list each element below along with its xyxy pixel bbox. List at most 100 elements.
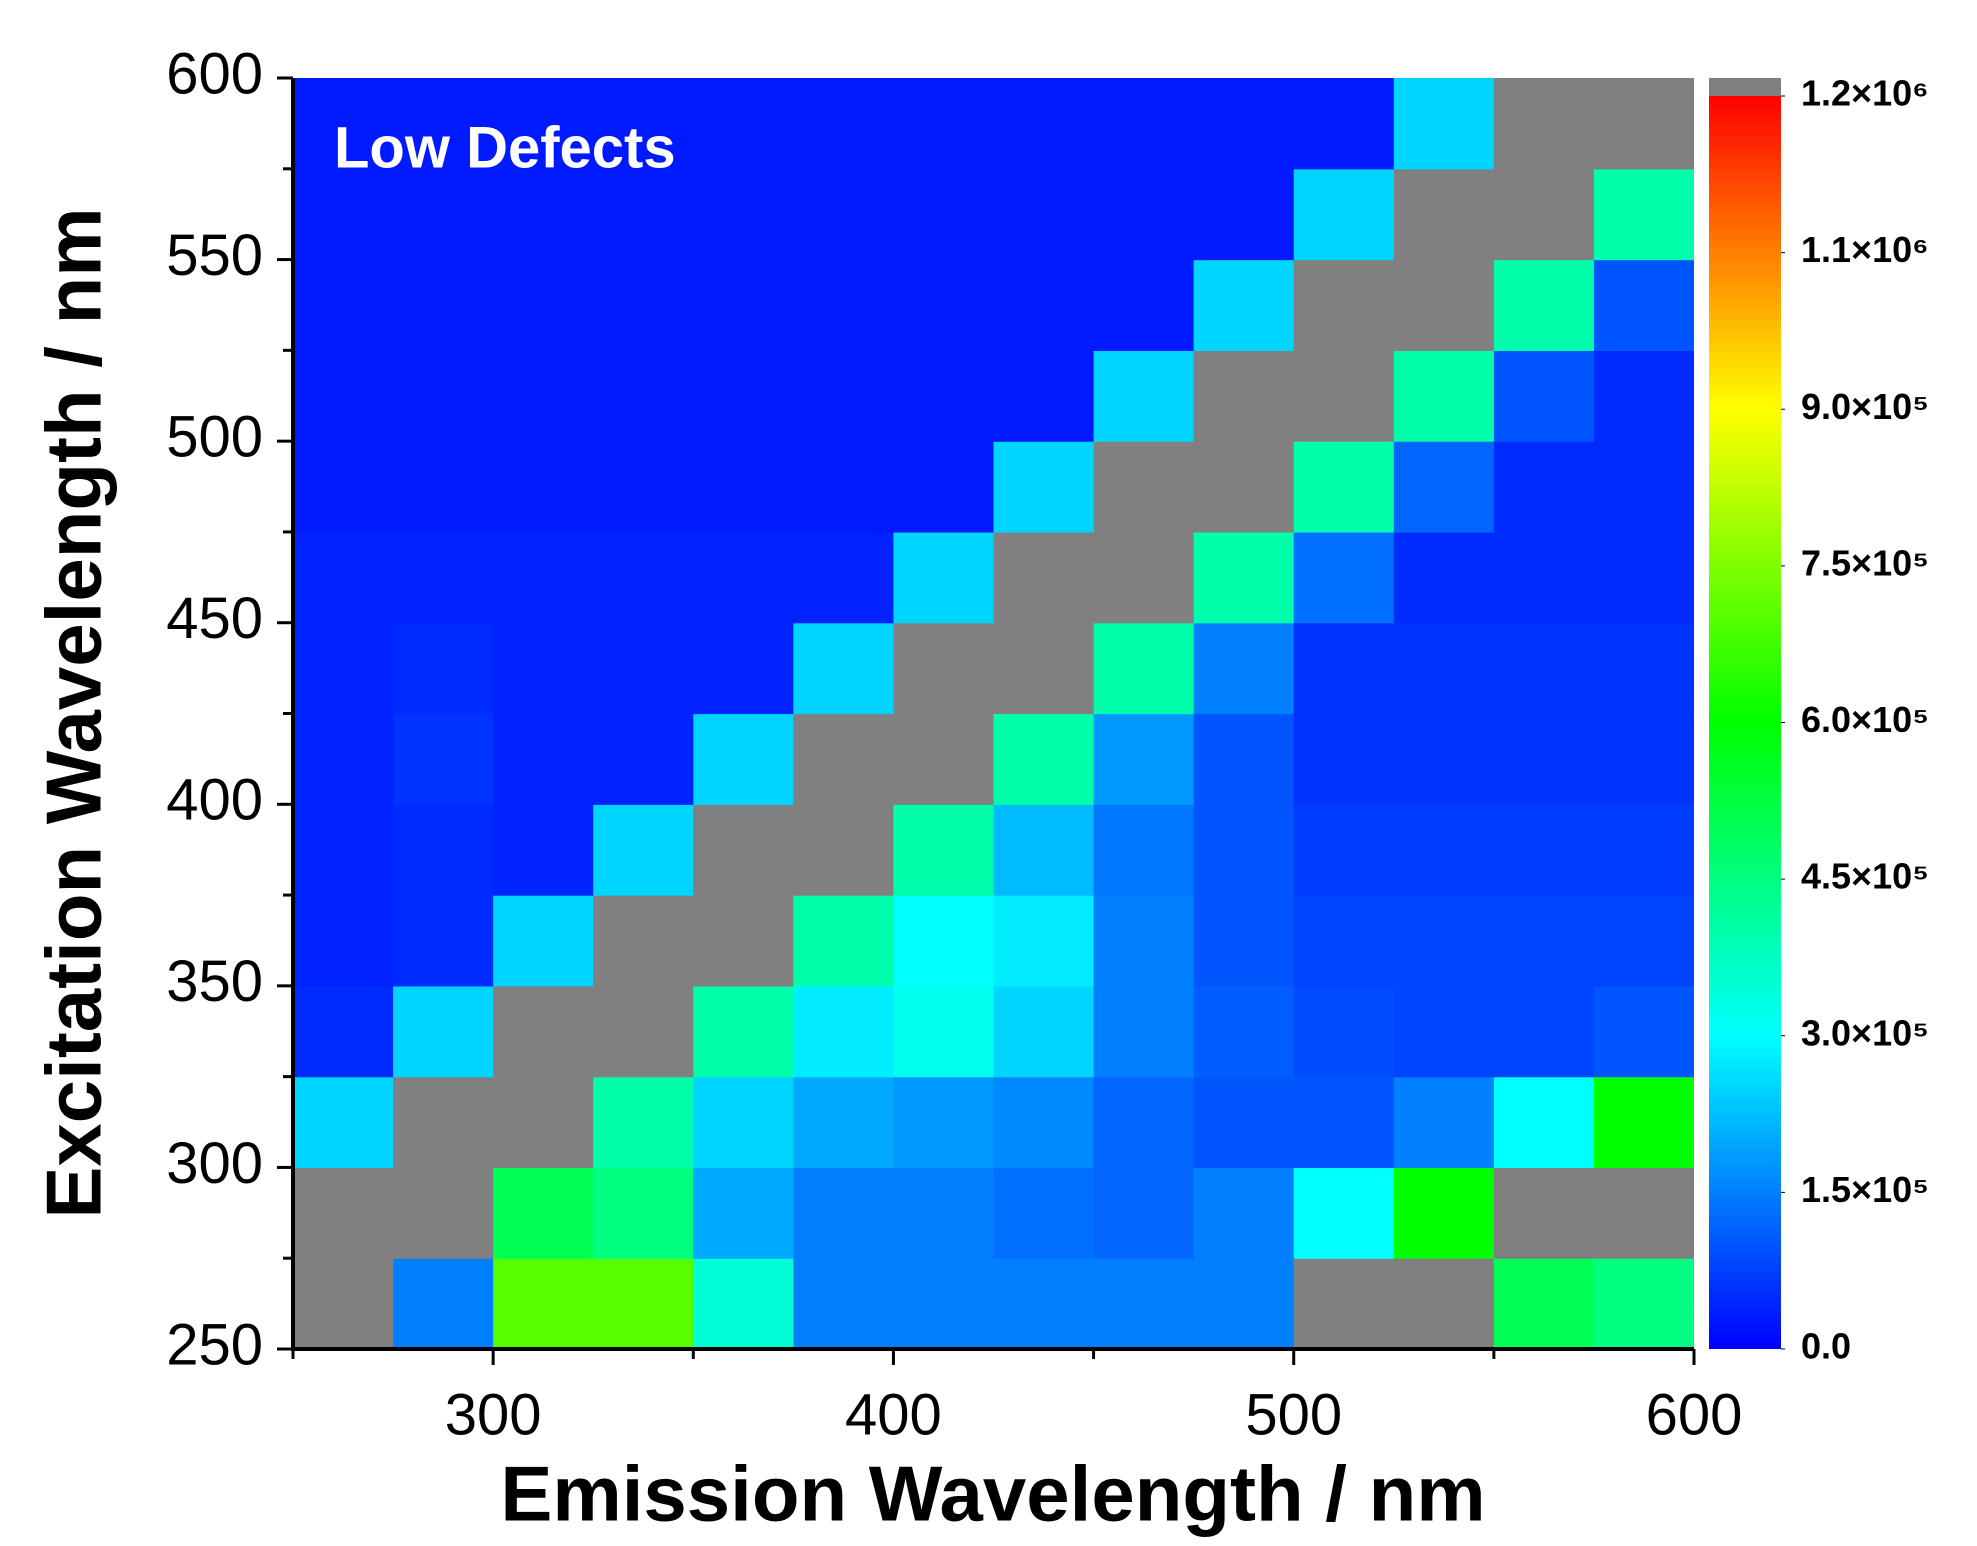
heatmap-cell	[793, 986, 894, 1077]
heatmap-cell	[1494, 532, 1595, 623]
heatmap-cell	[1194, 804, 1295, 895]
colorbar-tick-label: 6.0×10⁵	[1801, 699, 1929, 740]
heatmap-cell	[793, 169, 894, 260]
heatmap-cell	[593, 532, 694, 623]
heatmap-cell	[1194, 350, 1295, 441]
heatmap-cell	[1094, 260, 1195, 351]
heatmap-cell	[893, 1077, 994, 1168]
heatmap-cell	[593, 1077, 694, 1168]
colorbar-tick-label: 0.0	[1801, 1326, 1851, 1367]
heatmap	[293, 78, 1695, 1350]
colorbar-tick-label: 1.1×10⁶	[1801, 229, 1929, 270]
heatmap-cell	[393, 441, 494, 532]
heatmap-cell	[493, 441, 594, 532]
heatmap-cell	[393, 1167, 494, 1258]
heatmap-cell	[1294, 1167, 1395, 1258]
y-tick-label: 350	[166, 949, 263, 1014]
heatmap-cell	[994, 532, 1095, 623]
heatmap-cell	[493, 532, 594, 623]
heatmap-cell	[493, 1258, 594, 1349]
heatmap-cell	[593, 986, 694, 1077]
heatmap-cell	[1294, 78, 1395, 169]
heatmap-cell	[293, 986, 394, 1077]
heatmap-cell	[393, 169, 494, 260]
heatmap-cell	[1194, 1258, 1295, 1349]
heatmap-cell	[693, 1258, 794, 1349]
heatmap-cell	[393, 623, 494, 714]
colorbar-tick-label: 9.0×10⁵	[1801, 386, 1929, 427]
heatmap-cell	[893, 623, 994, 714]
heatmap-cell	[1394, 1258, 1495, 1349]
heatmap-cell	[1394, 895, 1495, 986]
heatmap-cell	[1594, 1077, 1695, 1168]
heatmap-cell	[293, 350, 394, 441]
heatmap-cell	[1094, 714, 1195, 805]
x-tick-label: 300	[445, 1382, 542, 1447]
heatmap-cell	[293, 260, 394, 351]
heatmap-cell	[393, 895, 494, 986]
y-tick-label: 450	[166, 586, 263, 651]
heatmap-cell	[1594, 532, 1695, 623]
heatmap-cell	[693, 441, 794, 532]
heatmap-cell	[1594, 1167, 1695, 1258]
heatmap-cell	[1094, 1258, 1195, 1349]
heatmap-cell	[1394, 623, 1495, 714]
heatmap-cell	[994, 623, 1095, 714]
heatmap-cell	[1594, 350, 1695, 441]
heatmap-cell	[393, 714, 494, 805]
y-tick-label: 400	[166, 768, 263, 833]
heatmap-cell	[1494, 169, 1595, 260]
heatmap-cell	[293, 895, 394, 986]
heatmap-cell	[893, 1167, 994, 1258]
heatmap-cell	[1294, 441, 1395, 532]
heatmap-cell	[293, 441, 394, 532]
heatmap-cell	[293, 1258, 394, 1349]
colorbar-tick-label: 7.5×10⁵	[1801, 542, 1929, 583]
heatmap-cell	[1094, 169, 1195, 260]
heatmap-cell	[693, 532, 794, 623]
heatmap-cell	[1294, 1077, 1395, 1168]
heatmap-cell	[793, 804, 894, 895]
heatmap-cell	[493, 804, 594, 895]
heatmap-cell	[1594, 441, 1695, 532]
heatmap-cell	[493, 986, 594, 1077]
heatmap-cell	[893, 804, 994, 895]
heatmap-cell	[1394, 804, 1495, 895]
heatmap-cell	[1194, 986, 1295, 1077]
heatmap-cell	[693, 169, 794, 260]
heatmap-cell	[1394, 1167, 1495, 1258]
heatmap-cell	[1594, 169, 1695, 260]
heatmap-cell	[893, 169, 994, 260]
heatmap-cell	[1194, 895, 1295, 986]
heatmap-cell	[1494, 714, 1595, 805]
colorbar-tick-label: 1.5×10⁵	[1801, 1169, 1929, 1210]
heatmap-cell	[893, 78, 994, 169]
heatmap-cell	[1394, 441, 1495, 532]
heatmap-cell	[793, 895, 894, 986]
heatmap-cell	[1394, 986, 1495, 1077]
heatmap-cell	[1494, 986, 1595, 1077]
heatmap-cell	[893, 714, 994, 805]
heatmap-cell	[1494, 1167, 1595, 1258]
heatmap-cell	[893, 260, 994, 351]
heatmap-cell	[593, 169, 694, 260]
x-tick-label: 600	[1646, 1382, 1743, 1447]
heatmap-cell	[1294, 260, 1395, 351]
heatmap-cell	[693, 714, 794, 805]
y-tick-label: 250	[166, 1312, 263, 1377]
heatmap-cell	[1194, 714, 1295, 805]
colorbar-tick-label: 3.0×10⁵	[1801, 1012, 1929, 1053]
heatmap-cell	[994, 78, 1095, 169]
heatmap-cell	[593, 623, 694, 714]
heatmap-cell	[593, 350, 694, 441]
heatmap-cell	[293, 714, 394, 805]
heatmap-cell	[793, 1258, 894, 1349]
heatmap-cell	[1294, 714, 1395, 805]
heatmap-cell	[1594, 623, 1695, 714]
x-axis-title: Emission Wavelength / nm	[500, 1450, 1485, 1538]
annotation: Low Defects	[334, 115, 676, 180]
x-tick-label: 400	[845, 1382, 942, 1447]
heatmap-cell	[793, 1077, 894, 1168]
heatmap-cell	[693, 1077, 794, 1168]
